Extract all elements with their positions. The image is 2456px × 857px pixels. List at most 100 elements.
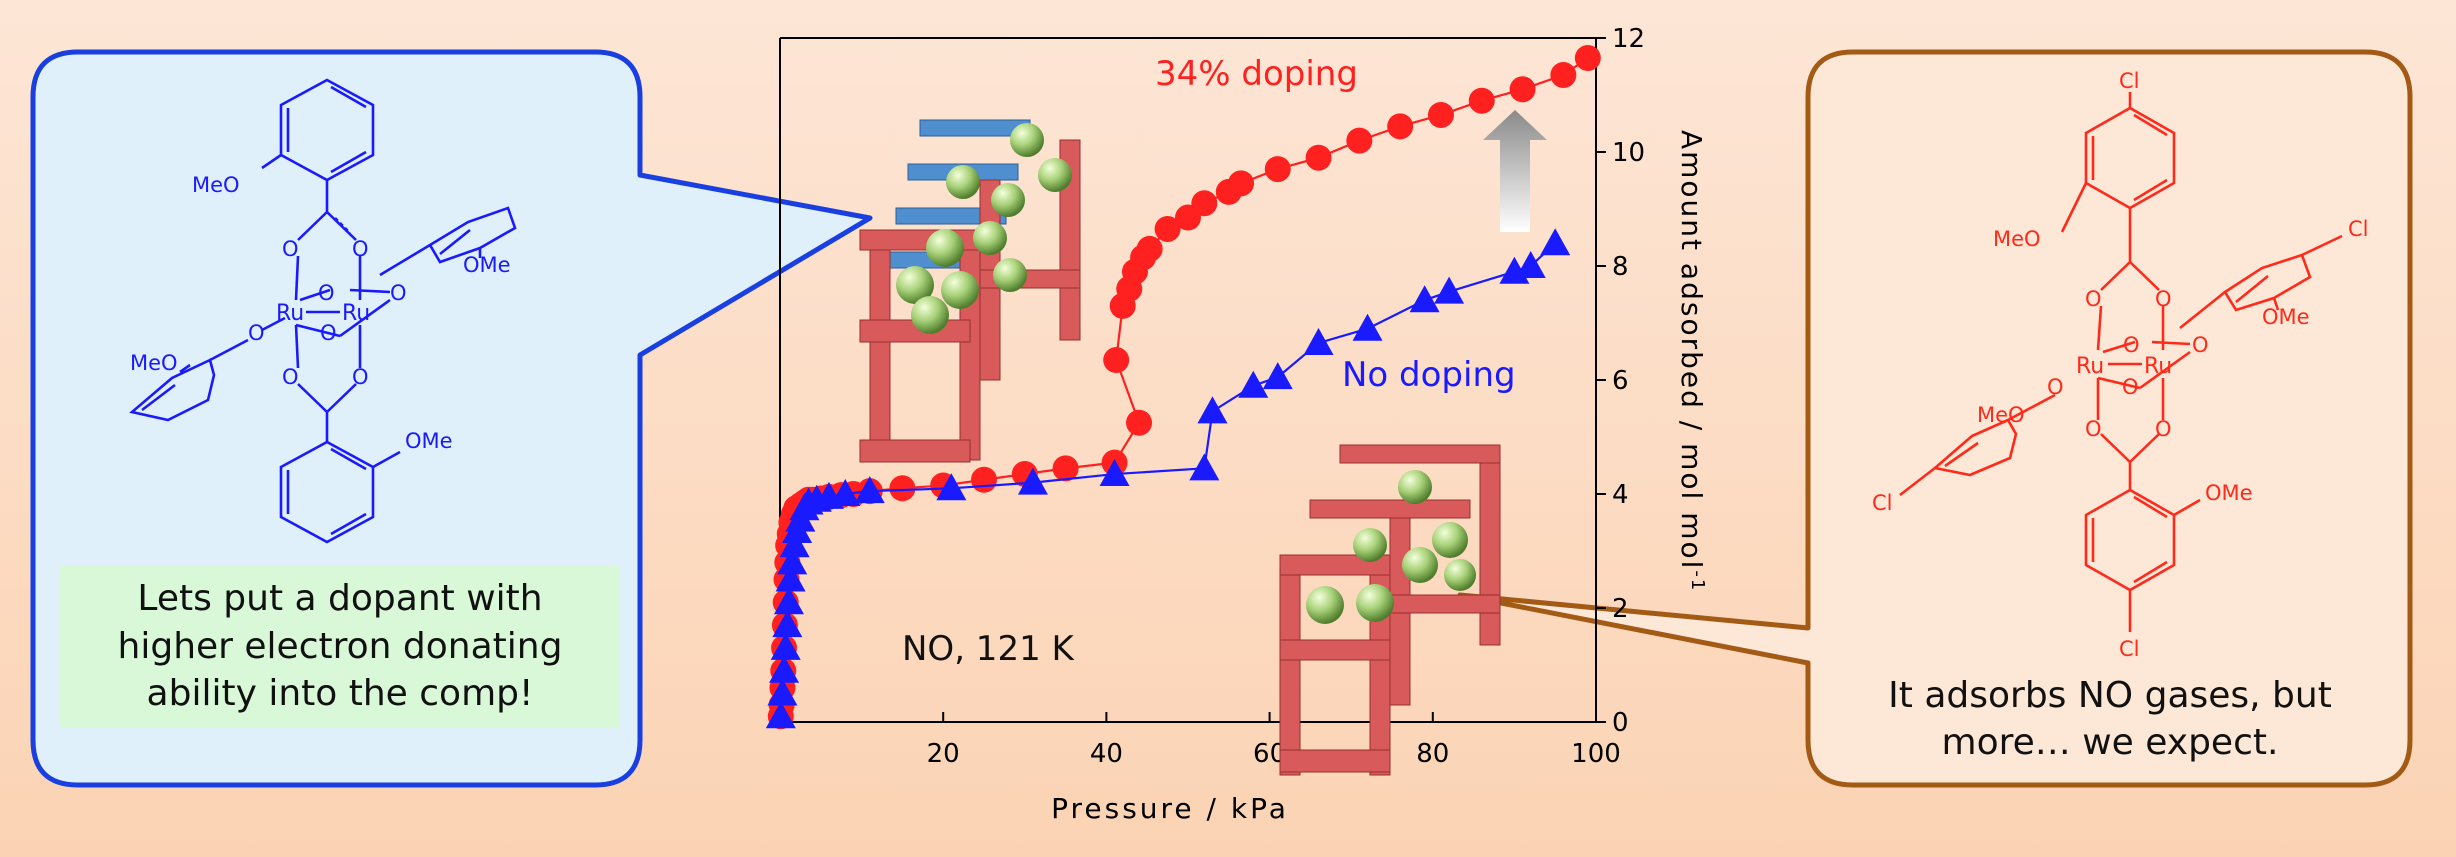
svg-text:O: O (318, 281, 335, 305)
data-point-doped (1126, 409, 1153, 436)
y-tick-label: 6 (1612, 366, 1629, 396)
data-point-doped (1574, 44, 1601, 71)
svg-text:OMe: OMe (2205, 481, 2253, 505)
svg-text:O: O (2155, 287, 2172, 311)
svg-text:Cl: Cl (1872, 491, 1893, 515)
svg-text:MeO: MeO (1977, 403, 2025, 427)
svg-text:Cl: Cl (2119, 637, 2140, 661)
legend-label-undoped: No doping (1342, 355, 1516, 395)
y-tick-label: 12 (1612, 24, 1645, 54)
data-point-undoped (1352, 313, 1383, 341)
data-point-undoped (830, 479, 861, 506)
left-caption-text: Lets put a dopant with higher electron d… (117, 578, 563, 715)
x-axis-label: Pressure / kPa (1051, 792, 1289, 825)
svg-text:OMe: OMe (463, 253, 511, 277)
data-point-undoped (765, 701, 796, 729)
series-layer (765, 44, 1601, 730)
undoped-framework-illustration (1279, 444, 1501, 776)
svg-text:MeO: MeO (130, 351, 178, 375)
x-ticks: 20 40 60 80 100 (927, 712, 1621, 769)
x-tick-label: 40 (1090, 739, 1123, 769)
data-point-doped (1509, 76, 1536, 103)
data-point-undoped (1238, 370, 1269, 398)
data-point-undoped (773, 587, 804, 615)
right-caption: It adsorbs NO gases, but more… we expect… (1830, 665, 2390, 775)
svg-text:Ru: Ru (342, 301, 370, 326)
legend-label-doped: 34% doping (1155, 54, 1358, 94)
svg-text:O: O (282, 237, 299, 261)
data-point-undoped (1303, 327, 1334, 355)
svg-text:O: O (352, 237, 369, 261)
data-point-undoped (936, 473, 967, 501)
svg-text:O: O (248, 321, 265, 345)
data-point-doped (1052, 455, 1079, 482)
data-point-undoped (1099, 459, 1130, 487)
svg-text:MeO: MeO (1993, 227, 2041, 251)
y-axis-label: Amount adsorbed / mol mol-1 (1675, 130, 1708, 592)
y-tick-label: 4 (1612, 480, 1629, 510)
left-molecule-structure (129, 78, 517, 544)
data-point-doped (889, 475, 916, 502)
svg-text:O: O (390, 281, 407, 305)
y-tick-label: 8 (1612, 252, 1629, 282)
doped-framework-illustration (859, 119, 1081, 463)
data-point-undoped (775, 564, 806, 592)
data-point-doped (971, 466, 997, 493)
svg-text:O: O (282, 365, 299, 389)
svg-text:OMe: OMe (405, 429, 453, 453)
data-point-undoped (770, 632, 801, 660)
svg-text:MeO: MeO (192, 173, 240, 197)
condition-annotation: NO, 121 K (902, 629, 1076, 669)
data-point-doped (1191, 190, 1218, 217)
data-point-doped (1346, 127, 1373, 154)
data-point-doped (1550, 62, 1577, 89)
svg-text:O: O (2085, 287, 2102, 311)
y-ticks: 0 2 4 6 8 10 12 (1596, 24, 1645, 738)
data-point-undoped (779, 530, 810, 558)
svg-text:Ru: Ru (2144, 354, 2172, 379)
x-tick-label: 20 (927, 739, 960, 769)
data-point-doped (1387, 113, 1414, 140)
data-point-undoped (1197, 396, 1228, 424)
y-tick-label: 0 (1612, 708, 1629, 738)
svg-text:Cl: Cl (2119, 69, 2140, 93)
x-tick-label: 100 (1571, 739, 1621, 769)
x-tick-label: 80 (1416, 739, 1449, 769)
svg-text:Amount adsorbed / mol mol-1: Amount adsorbed / mol mol-1 (1675, 130, 1708, 592)
data-point-undoped (854, 476, 885, 504)
svg-text:O: O (2047, 375, 2064, 399)
svg-text:O: O (2123, 333, 2140, 357)
y-tick-label: 10 (1612, 138, 1645, 168)
data-point-undoped (1409, 285, 1440, 313)
data-point-doped (1305, 144, 1332, 171)
data-point-undoped (777, 547, 808, 575)
data-point-undoped (1434, 276, 1465, 304)
svg-text:OMe: OMe (2262, 305, 2310, 329)
svg-text:Ru: Ru (276, 301, 304, 326)
svg-text:O: O (2122, 375, 2139, 399)
svg-text:O: O (2155, 417, 2172, 441)
data-point-undoped (1540, 228, 1571, 256)
increase-arrow (1483, 110, 1547, 232)
right-caption-text: It adsorbs NO gases, but more… we expect… (1888, 675, 2332, 763)
svg-text:O: O (352, 365, 369, 389)
svg-text:Cl: Cl (2348, 217, 2369, 241)
left-molecule-labels: MeO O O O O Ru Ru O O O O OMe MeO OMe (130, 173, 511, 453)
data-point-doped (1103, 347, 1130, 374)
right-molecule-labels: Cl MeO O O O O Ru Ru O O O O Cl OMe MeO … (1872, 69, 2369, 661)
data-point-doped (1228, 170, 1255, 197)
data-point-undoped (767, 678, 798, 706)
svg-text:O: O (2085, 417, 2102, 441)
svg-text:O: O (2192, 333, 2209, 357)
data-point-doped (1154, 215, 1181, 242)
svg-text:O: O (320, 321, 337, 345)
right-callout (1457, 49, 2413, 788)
data-point-doped (1427, 101, 1454, 128)
data-point-undoped (1262, 362, 1293, 390)
left-caption: Lets put a dopant with higher electron d… (60, 565, 620, 728)
y-tick-label: 2 (1612, 594, 1629, 624)
data-point-doped (1468, 87, 1495, 114)
data-point-doped (1264, 156, 1291, 183)
data-point-undoped (772, 610, 803, 638)
